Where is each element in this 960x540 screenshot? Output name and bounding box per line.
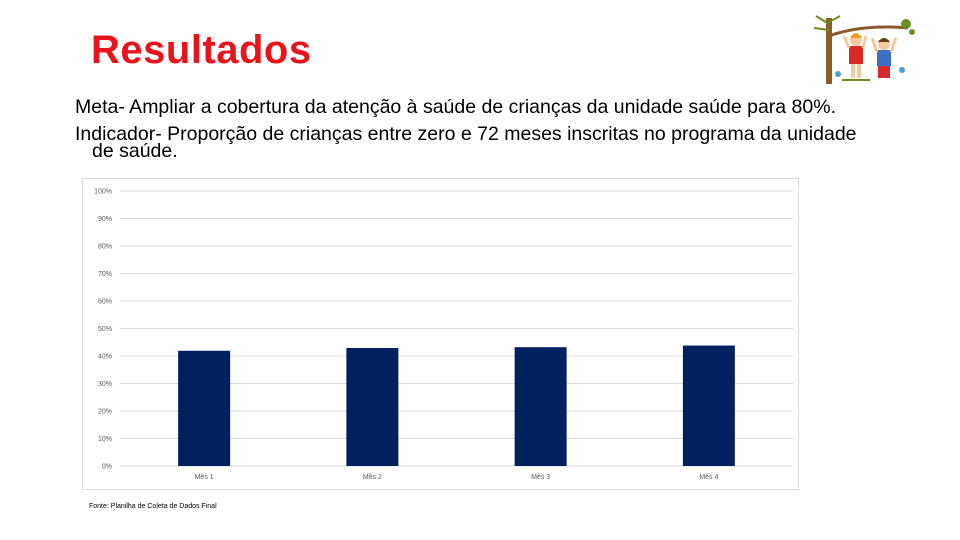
bar-3	[514, 347, 567, 466]
children-on-tree-illustration-icon	[813, 15, 915, 84]
source-note: Fonte: Planilha de Coleta de Dados Final	[89, 503, 217, 510]
x-tick-label: Mês 3	[531, 474, 550, 481]
y-tick-label: 80%	[98, 244, 112, 251]
y-tick-label: 100%	[94, 189, 112, 196]
bar-2	[346, 348, 399, 466]
bar-chart: 0% 10% 20% 30% 40% 50% 60% 70% 80% 90% 100% Mês 1 Mê…	[94, 189, 793, 481]
goal-text: Meta- Ampliar a cobertura da atenção à s…	[75, 96, 836, 118]
y-tick-label: 30%	[98, 381, 112, 388]
y-tick-label: 10%	[98, 436, 112, 443]
bar-1	[178, 350, 231, 466]
x-tick-label: Mês 1	[195, 474, 214, 481]
y-tick-label: 90%	[98, 216, 112, 223]
y-tick-label: 40%	[98, 354, 112, 361]
y-tick-label: 50%	[98, 326, 112, 333]
x-tick-label: Mês 2	[363, 474, 382, 481]
y-tick-label: 60%	[98, 299, 112, 306]
bar-4	[682, 345, 735, 466]
y-tick-label: 20%	[98, 409, 112, 416]
y-tick-label: 0%	[102, 464, 112, 471]
slide-title: Resultados	[91, 28, 312, 72]
indicator-text-line-1: Indicador- Proporção de crianças entre z…	[75, 123, 857, 145]
indicator-text-line-2: de saúde.	[92, 140, 178, 162]
chart-area: 0% 10% 20% 30% 40% 50% 60% 70% 80% 90% 100% Mês 1 Mê…	[82, 178, 799, 490]
x-tick-label: Mês 4	[699, 474, 718, 481]
y-tick-label: 70%	[98, 271, 112, 278]
